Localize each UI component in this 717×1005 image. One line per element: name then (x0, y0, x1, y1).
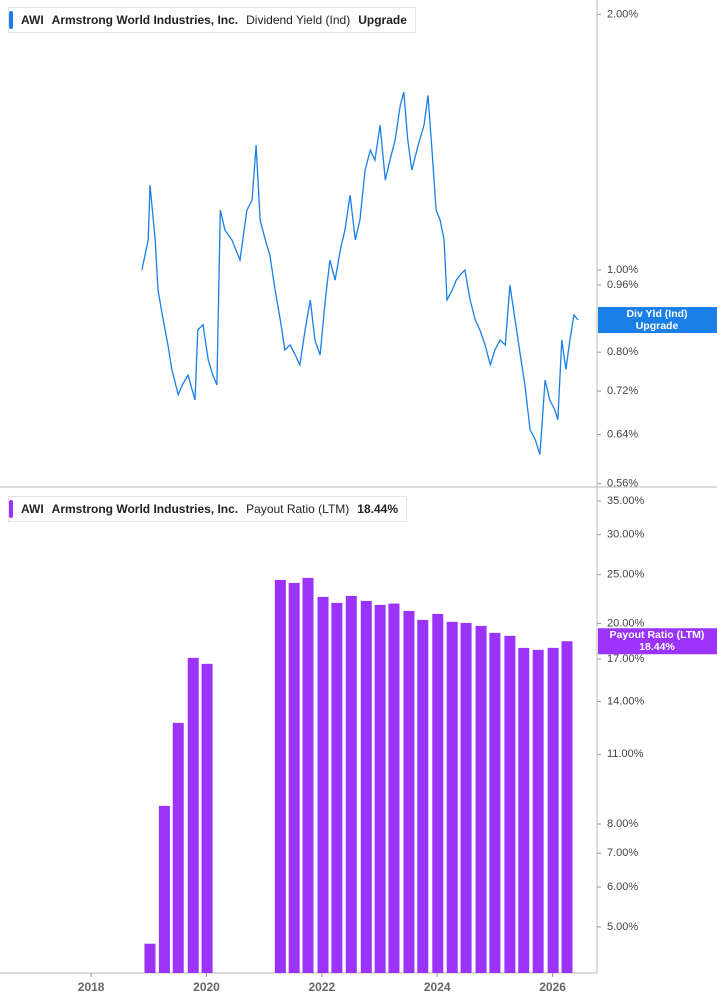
bar (489, 632, 501, 973)
bar (172, 722, 184, 973)
bar (561, 641, 573, 973)
badge-sub: Upgrade (636, 320, 679, 332)
company: Armstrong World Industries, Inc. (51, 13, 239, 27)
badge-name: Payout Ratio (LTM) (610, 629, 705, 641)
bar (432, 613, 444, 973)
bar (388, 603, 400, 973)
bar (274, 579, 286, 973)
bar (345, 595, 357, 973)
bar (417, 619, 429, 973)
y-tick-label: 17.00% (607, 653, 645, 665)
bar (302, 577, 314, 973)
legend-swatch (9, 500, 13, 518)
y-tick-label: 0.56% (607, 478, 638, 490)
x-tick-label: 2020 (193, 980, 220, 994)
y-tick-label: 25.00% (607, 569, 645, 581)
x-tick-label: 2024 (424, 980, 451, 994)
y-tick-label: 0.64% (607, 428, 638, 440)
bar (187, 657, 199, 973)
ticker: AWI (21, 502, 44, 516)
y-tick-label: 14.00% (607, 695, 645, 707)
x-tick-label: 2018 (78, 980, 105, 994)
bar (446, 621, 458, 973)
y-tick-label: 35.00% (607, 495, 645, 507)
y-tick-label: 0.96% (607, 279, 638, 291)
rating: Upgrade (358, 13, 407, 27)
bar (288, 582, 300, 973)
bar (475, 625, 487, 973)
bar (547, 647, 559, 973)
company: Armstrong World Industries, Inc. (51, 502, 239, 516)
y-tick-label: 1.00% (607, 264, 638, 276)
bar (201, 663, 213, 973)
bar (504, 635, 516, 973)
x-tick-label: 2026 (539, 980, 566, 994)
y-tick-label: 11.00% (607, 748, 644, 760)
bar (532, 649, 544, 973)
bar (374, 604, 386, 973)
legend-header: AWI Armstrong World Industries, Inc. Pay… (8, 496, 407, 522)
bar (403, 610, 415, 973)
legend-value: 18.44% (357, 502, 398, 516)
bar (331, 602, 343, 973)
bar (460, 622, 472, 973)
value-badge (598, 628, 717, 655)
series-name: Dividend Yield (Ind) (246, 13, 351, 27)
ticker: AWI (21, 13, 44, 27)
y-tick-label: 8.00% (607, 818, 638, 830)
y-tick-label: 20.00% (607, 617, 645, 629)
bar (317, 596, 329, 973)
x-tick-label: 2022 (309, 980, 336, 994)
y-tick-label: 30.00% (607, 529, 645, 541)
y-tick-label: 0.80% (607, 346, 638, 358)
series-name: Payout Ratio (LTM) (246, 502, 350, 516)
line (141, 91, 579, 455)
legend-header: AWI Armstrong World Industries, Inc. Div… (8, 7, 416, 33)
bar (518, 647, 530, 973)
badge-name: Div Yld (Ind) (626, 308, 687, 320)
bar (144, 943, 156, 973)
y-tick-label: 2.00% (607, 8, 638, 20)
y-tick-label: 7.00% (607, 847, 638, 859)
y-tick-label: 6.00% (607, 881, 638, 893)
bar (360, 600, 372, 973)
y-tick-label: 5.00% (607, 921, 638, 933)
legend-swatch (9, 11, 13, 29)
badge-sub: 18.44% (639, 641, 675, 653)
bar (158, 805, 170, 973)
y-tick-label: 0.72% (607, 385, 638, 397)
value-badge (598, 307, 717, 334)
